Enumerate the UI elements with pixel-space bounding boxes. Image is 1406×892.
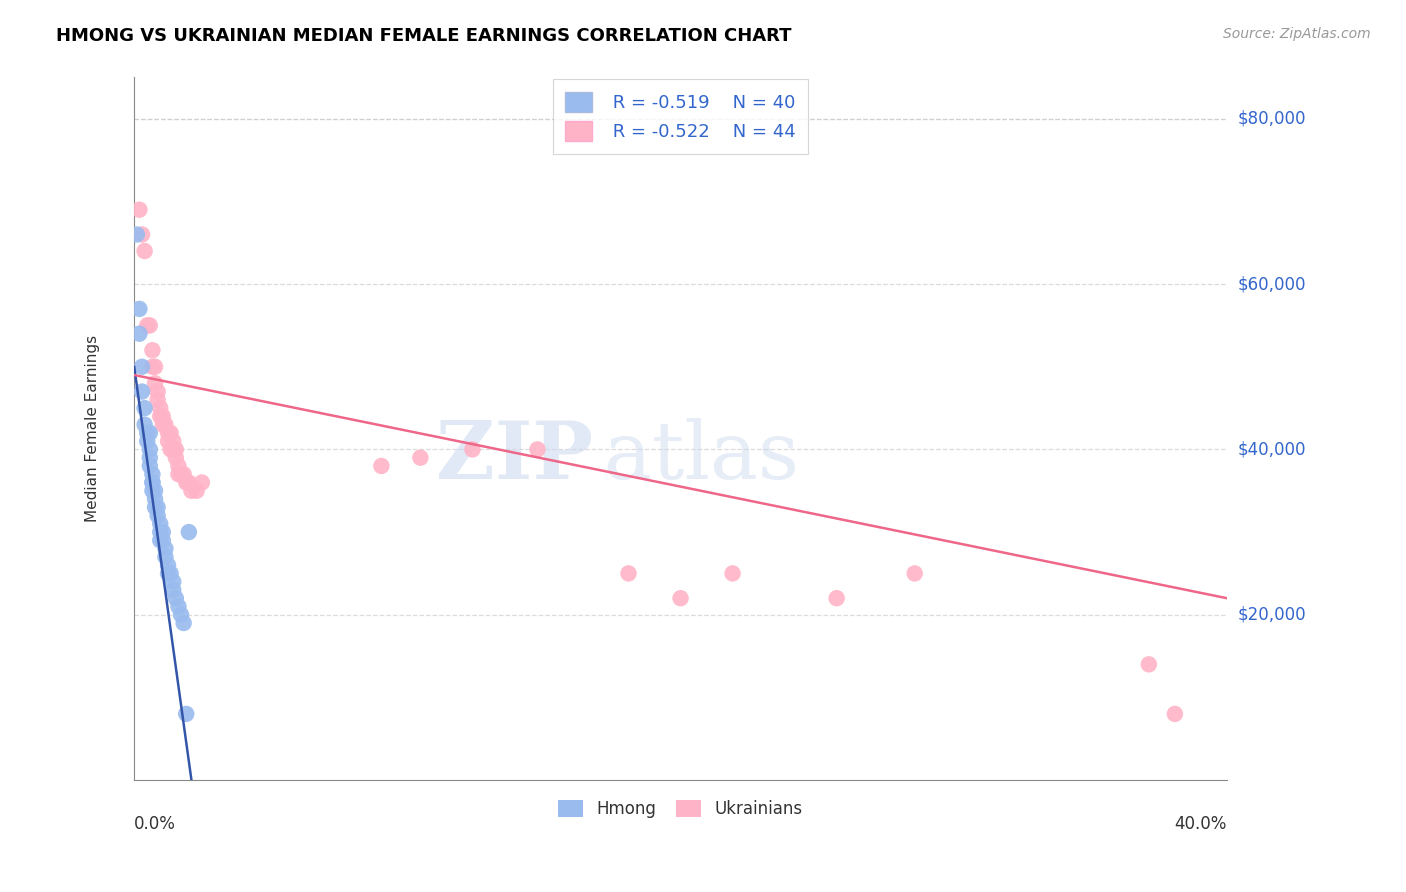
Point <box>155 549 177 564</box>
Point <box>128 326 150 341</box>
Point <box>617 566 640 581</box>
Point <box>170 607 193 622</box>
Text: $40,000: $40,000 <box>1239 441 1306 458</box>
Point <box>825 591 848 606</box>
Legend: Hmong, Ukrainians: Hmong, Ukrainians <box>551 793 810 824</box>
Point <box>1137 657 1160 672</box>
Point <box>146 384 169 399</box>
Point <box>165 442 187 457</box>
Point <box>157 434 180 449</box>
Point <box>141 475 163 490</box>
Point <box>128 202 150 217</box>
Point <box>136 434 159 449</box>
Point <box>152 524 174 539</box>
Point <box>167 599 190 614</box>
Text: 40.0%: 40.0% <box>1174 815 1227 833</box>
Point <box>134 417 156 432</box>
Point <box>134 401 156 415</box>
Text: $60,000: $60,000 <box>1239 275 1306 293</box>
Point <box>174 475 197 490</box>
Text: 0.0%: 0.0% <box>134 815 176 833</box>
Text: HMONG VS UKRAINIAN MEDIAN FEMALE EARNINGS CORRELATION CHART: HMONG VS UKRAINIAN MEDIAN FEMALE EARNING… <box>56 27 792 45</box>
Point <box>152 533 174 548</box>
Point <box>157 558 180 573</box>
Point <box>1164 706 1187 721</box>
Point <box>155 417 177 432</box>
Point <box>143 491 166 506</box>
Point <box>173 615 195 630</box>
Point <box>157 425 180 440</box>
Point <box>167 458 190 473</box>
Point <box>165 591 187 606</box>
Point <box>173 467 195 482</box>
Point <box>125 227 148 242</box>
Point <box>143 376 166 391</box>
Point <box>139 318 162 333</box>
Point <box>146 508 169 523</box>
Point <box>139 442 162 457</box>
Point <box>143 483 166 498</box>
Point <box>167 467 190 482</box>
Point <box>134 244 156 258</box>
Point <box>159 442 181 457</box>
Point <box>669 591 692 606</box>
Text: Median Female Earnings: Median Female Earnings <box>86 335 100 523</box>
Point <box>131 227 153 242</box>
Point <box>141 467 163 482</box>
Point <box>152 417 174 432</box>
Point <box>721 566 744 581</box>
Point <box>155 541 177 556</box>
Point <box>131 359 153 374</box>
Text: atlas: atlas <box>605 417 799 496</box>
Point <box>191 475 214 490</box>
Point <box>165 450 187 465</box>
Point <box>177 475 200 490</box>
Point <box>157 566 180 581</box>
Point <box>143 359 166 374</box>
Point <box>141 343 163 358</box>
Point <box>143 500 166 515</box>
Text: Source: ZipAtlas.com: Source: ZipAtlas.com <box>1223 27 1371 41</box>
Point <box>162 442 184 457</box>
Point <box>162 574 184 589</box>
Point <box>149 533 172 548</box>
Text: $20,000: $20,000 <box>1239 606 1306 624</box>
Point <box>131 384 153 399</box>
Point <box>149 409 172 424</box>
Point <box>159 566 181 581</box>
Point <box>128 301 150 316</box>
Point <box>162 582 184 597</box>
Point <box>149 516 172 531</box>
Point <box>170 467 193 482</box>
Point <box>149 401 172 415</box>
Point <box>149 524 172 539</box>
Point <box>177 524 200 539</box>
Point <box>180 483 202 498</box>
Point <box>409 450 432 465</box>
Point <box>139 458 162 473</box>
Point <box>146 500 169 515</box>
Point <box>141 359 163 374</box>
Point <box>136 425 159 440</box>
Point <box>141 483 163 498</box>
Point <box>461 442 484 457</box>
Point <box>136 318 159 333</box>
Point <box>139 450 162 465</box>
Point <box>141 475 163 490</box>
Point <box>370 458 392 473</box>
Point <box>904 566 927 581</box>
Point <box>159 425 181 440</box>
Point <box>152 409 174 424</box>
Point <box>186 483 208 498</box>
Point <box>174 706 197 721</box>
Point <box>162 434 184 449</box>
Point <box>146 392 169 407</box>
Text: ZIP: ZIP <box>436 417 593 496</box>
Text: $80,000: $80,000 <box>1239 110 1306 128</box>
Point <box>139 425 162 440</box>
Point <box>526 442 548 457</box>
